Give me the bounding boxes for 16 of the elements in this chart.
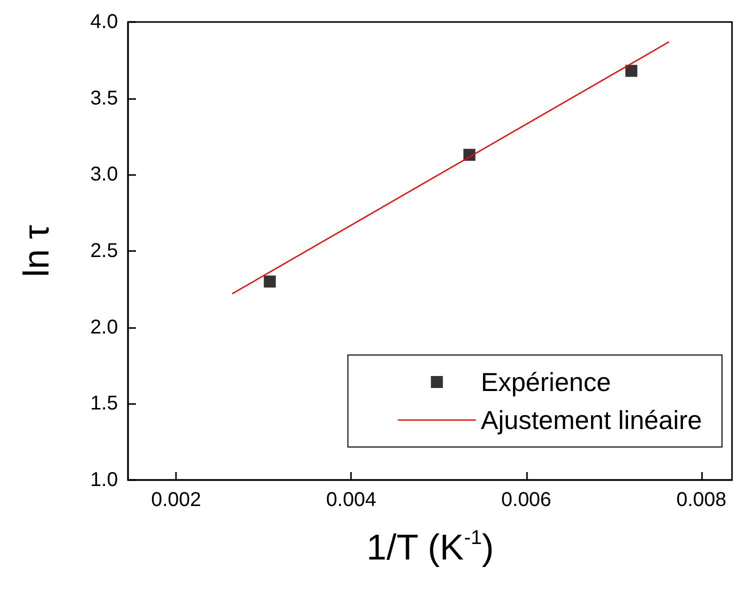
legend-label: Ajustement linéaire xyxy=(480,405,702,435)
legend-label: Expérience xyxy=(480,367,611,397)
point xyxy=(264,276,276,288)
x-tick-label: 0.006 xyxy=(501,489,552,511)
y-tick-label: 2.5 xyxy=(90,240,118,262)
x-tick-label: 0.004 xyxy=(326,489,376,511)
y-tick-label: 2.0 xyxy=(90,316,118,338)
y-axis-title: ln τ xyxy=(16,224,56,278)
point xyxy=(625,64,638,77)
y-tick-label: 3.5 xyxy=(90,87,118,110)
y-tick-label: 1.0 xyxy=(90,469,118,491)
y-tick-label: 4.0 xyxy=(90,11,118,33)
y-tick-label: 3.0 xyxy=(90,164,118,186)
x-tick-label: 0.002 xyxy=(151,489,202,511)
y-tick-label: 1.5 xyxy=(90,392,118,415)
x-tick-label: 0.008 xyxy=(676,489,726,511)
